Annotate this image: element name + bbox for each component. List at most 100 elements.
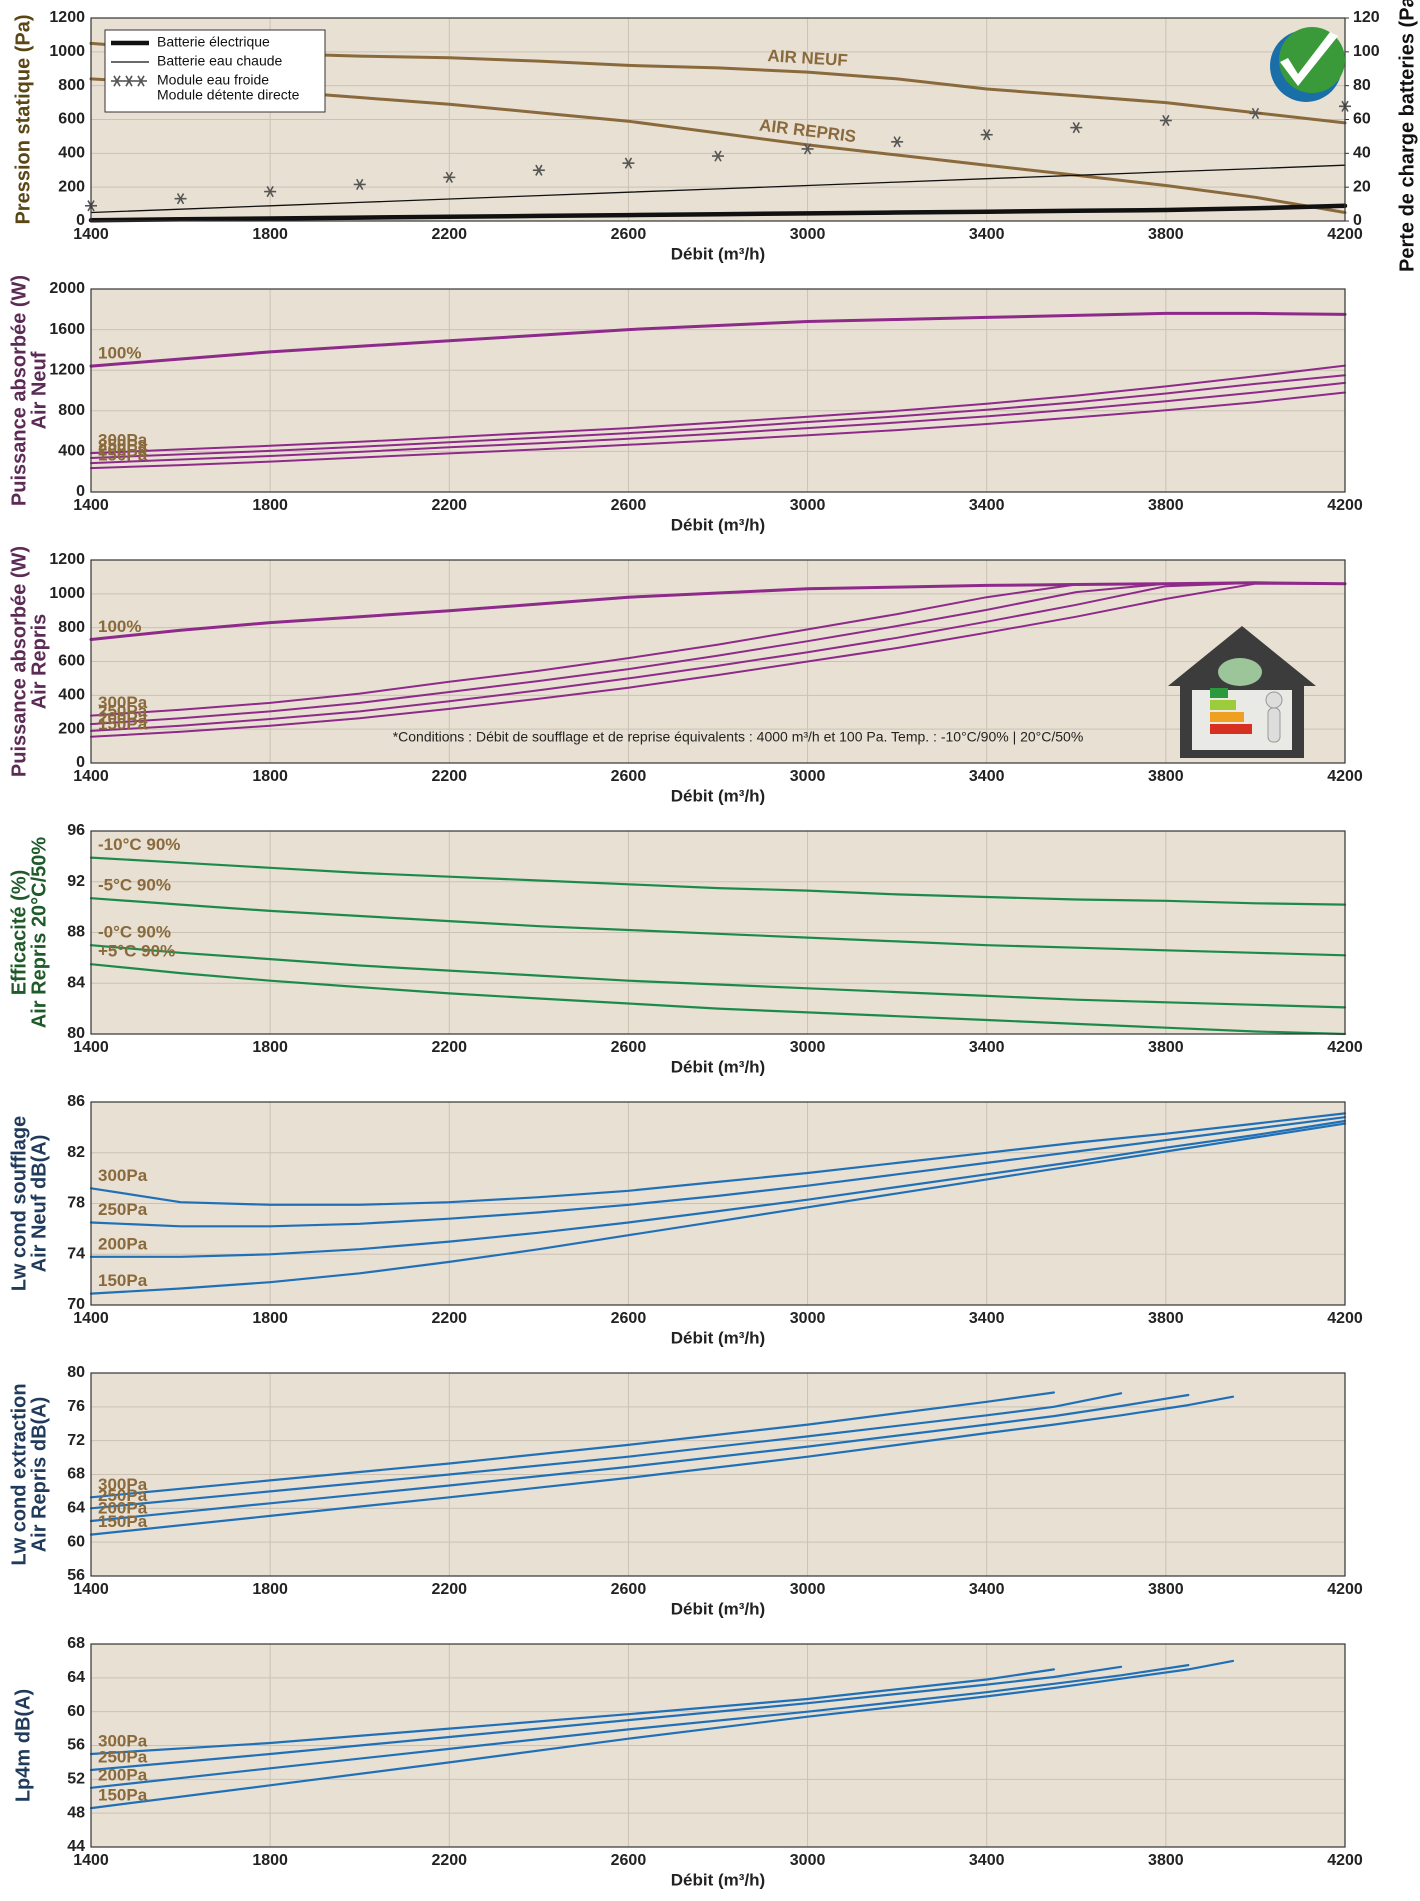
- x-tick-label: 2600: [611, 1310, 647, 1327]
- plot-frame: [90, 1643, 1346, 1848]
- y-tick-label: 400: [58, 145, 85, 162]
- snowflake-stroke: [1162, 114, 1170, 127]
- plot-area: [91, 289, 1345, 492]
- y-tick-label: 0: [76, 483, 85, 500]
- x-tick-label: 4200: [1327, 1039, 1363, 1056]
- y-axis-label: Air Repris 20°C/50%: [28, 837, 50, 1029]
- series-line: [89, 1665, 1123, 1772]
- series-label: -0°C 90%: [98, 923, 171, 942]
- plot-frame: [90, 17, 1346, 222]
- x-tick-label: 3400: [969, 1310, 1005, 1327]
- y-tick-label: 400: [58, 443, 85, 460]
- plot-frame: [90, 559, 1346, 764]
- snowflake-marker: [123, 75, 135, 87]
- series-label: -5°C 90%: [98, 876, 171, 895]
- y2-tick-label: 20: [1353, 178, 1371, 195]
- x-tick-label: 3400: [969, 1852, 1005, 1869]
- series-label: 300Pa: [98, 1166, 148, 1185]
- y-axis-label: Air Repris: [28, 614, 50, 710]
- y-tick-label: 92: [67, 873, 85, 890]
- y-tick-label: 600: [58, 653, 85, 670]
- y-tick-label: 1200: [49, 9, 85, 26]
- x-tick-label: 3800: [1148, 768, 1184, 785]
- energy-house-icon: [1168, 626, 1316, 758]
- x-tick-label: 1800: [252, 1581, 288, 1598]
- series-line: [88, 203, 1348, 223]
- certification-logo: [1270, 27, 1345, 102]
- snowflake-marker: [891, 136, 904, 148]
- y-tick-label: 800: [58, 77, 85, 94]
- energy-bar-b: [1210, 700, 1236, 710]
- series-label: 100%: [98, 344, 141, 363]
- y-tick-label: 1200: [49, 361, 85, 378]
- x-tick-label: 2200: [431, 1581, 467, 1598]
- plot-frame: [90, 1101, 1346, 1306]
- series-line: [89, 944, 1347, 1009]
- x-axis-label: Débit (m³/h): [671, 1057, 765, 1076]
- series-label: 250Pa: [98, 1748, 148, 1767]
- x-tick-label: 2600: [611, 1581, 647, 1598]
- series-label: 100%: [98, 617, 141, 636]
- x-tick-label: 3400: [969, 1581, 1005, 1598]
- x-tick-label: 2600: [611, 768, 647, 785]
- x-tick-label: 2200: [431, 1039, 467, 1056]
- series-line: [89, 1112, 1347, 1206]
- x-tick-label: 2200: [431, 226, 467, 243]
- x-tick-label: 4200: [1327, 226, 1363, 243]
- series-label: 300Pa: [98, 693, 148, 712]
- y-tick-label: 80: [67, 1364, 85, 1381]
- series-line: [89, 1393, 1190, 1523]
- y-tick-label: 84: [67, 974, 85, 991]
- x-tick-label: 3400: [969, 768, 1005, 785]
- series-label: 250Pa: [98, 1486, 148, 1505]
- x-tick-label: 2600: [611, 226, 647, 243]
- snowflake-stroke: [983, 129, 991, 141]
- series-line: [90, 581, 1346, 732]
- snowflake-marker: [1070, 122, 1083, 134]
- x-tick-label: 1400: [73, 497, 109, 514]
- series-label: 250Pa: [98, 435, 148, 454]
- snowflake-marker: [1249, 107, 1262, 120]
- x-axis-label: Débit (m³/h): [671, 1599, 765, 1618]
- series-label: 150Pa: [98, 714, 148, 733]
- series-line: [89, 1668, 1055, 1756]
- snowflake-marker: [1159, 114, 1172, 127]
- x-tick-label: 3800: [1148, 1581, 1184, 1598]
- snowflake-stroke: [893, 136, 901, 148]
- snowflake-marker: [111, 75, 123, 87]
- series-label: 200Pa: [98, 1765, 148, 1784]
- y-axis-label: Puissance absorbée (W): [8, 546, 30, 777]
- x-tick-label: 4200: [1327, 1852, 1363, 1869]
- series-label: 250Pa: [98, 702, 148, 721]
- plot-frame: [90, 288, 1346, 493]
- x-tick-label: 3400: [969, 1039, 1005, 1056]
- y-tick-label: 80: [67, 1025, 85, 1042]
- snowflake-marker: [532, 164, 545, 176]
- plot-frame: [90, 1372, 1346, 1577]
- x-tick-label: 2600: [611, 1039, 647, 1056]
- y-tick-label: 44: [67, 1838, 85, 1855]
- x-tick-label: 3800: [1148, 497, 1184, 514]
- series-line: [89, 963, 1347, 1036]
- x-tick-label: 3800: [1148, 1039, 1184, 1056]
- snowflake-marker: [712, 150, 724, 162]
- snowflake-marker: [353, 178, 366, 191]
- x-tick-label: 1800: [252, 226, 288, 243]
- y-tick-label: 68: [67, 1466, 85, 1483]
- series-label: 250Pa: [98, 1200, 148, 1219]
- y-tick-label: 48: [67, 1804, 85, 1821]
- y-tick-label: 88: [67, 924, 85, 941]
- series-line: [89, 1659, 1235, 1810]
- y-tick-label: 800: [58, 619, 85, 636]
- y2-tick-label: 120: [1353, 9, 1380, 26]
- series-line: [90, 581, 1346, 717]
- y2-tick-label: 60: [1353, 111, 1371, 128]
- series-line: [89, 1395, 1235, 1536]
- snowflake-stroke: [113, 75, 121, 87]
- x-tick-label: 1800: [252, 1310, 288, 1327]
- series-label: 200Pa: [98, 1499, 148, 1518]
- y-tick-label: 52: [67, 1771, 85, 1788]
- legend-label: Batterie électrique: [157, 34, 270, 50]
- y-tick-label: 96: [67, 822, 85, 839]
